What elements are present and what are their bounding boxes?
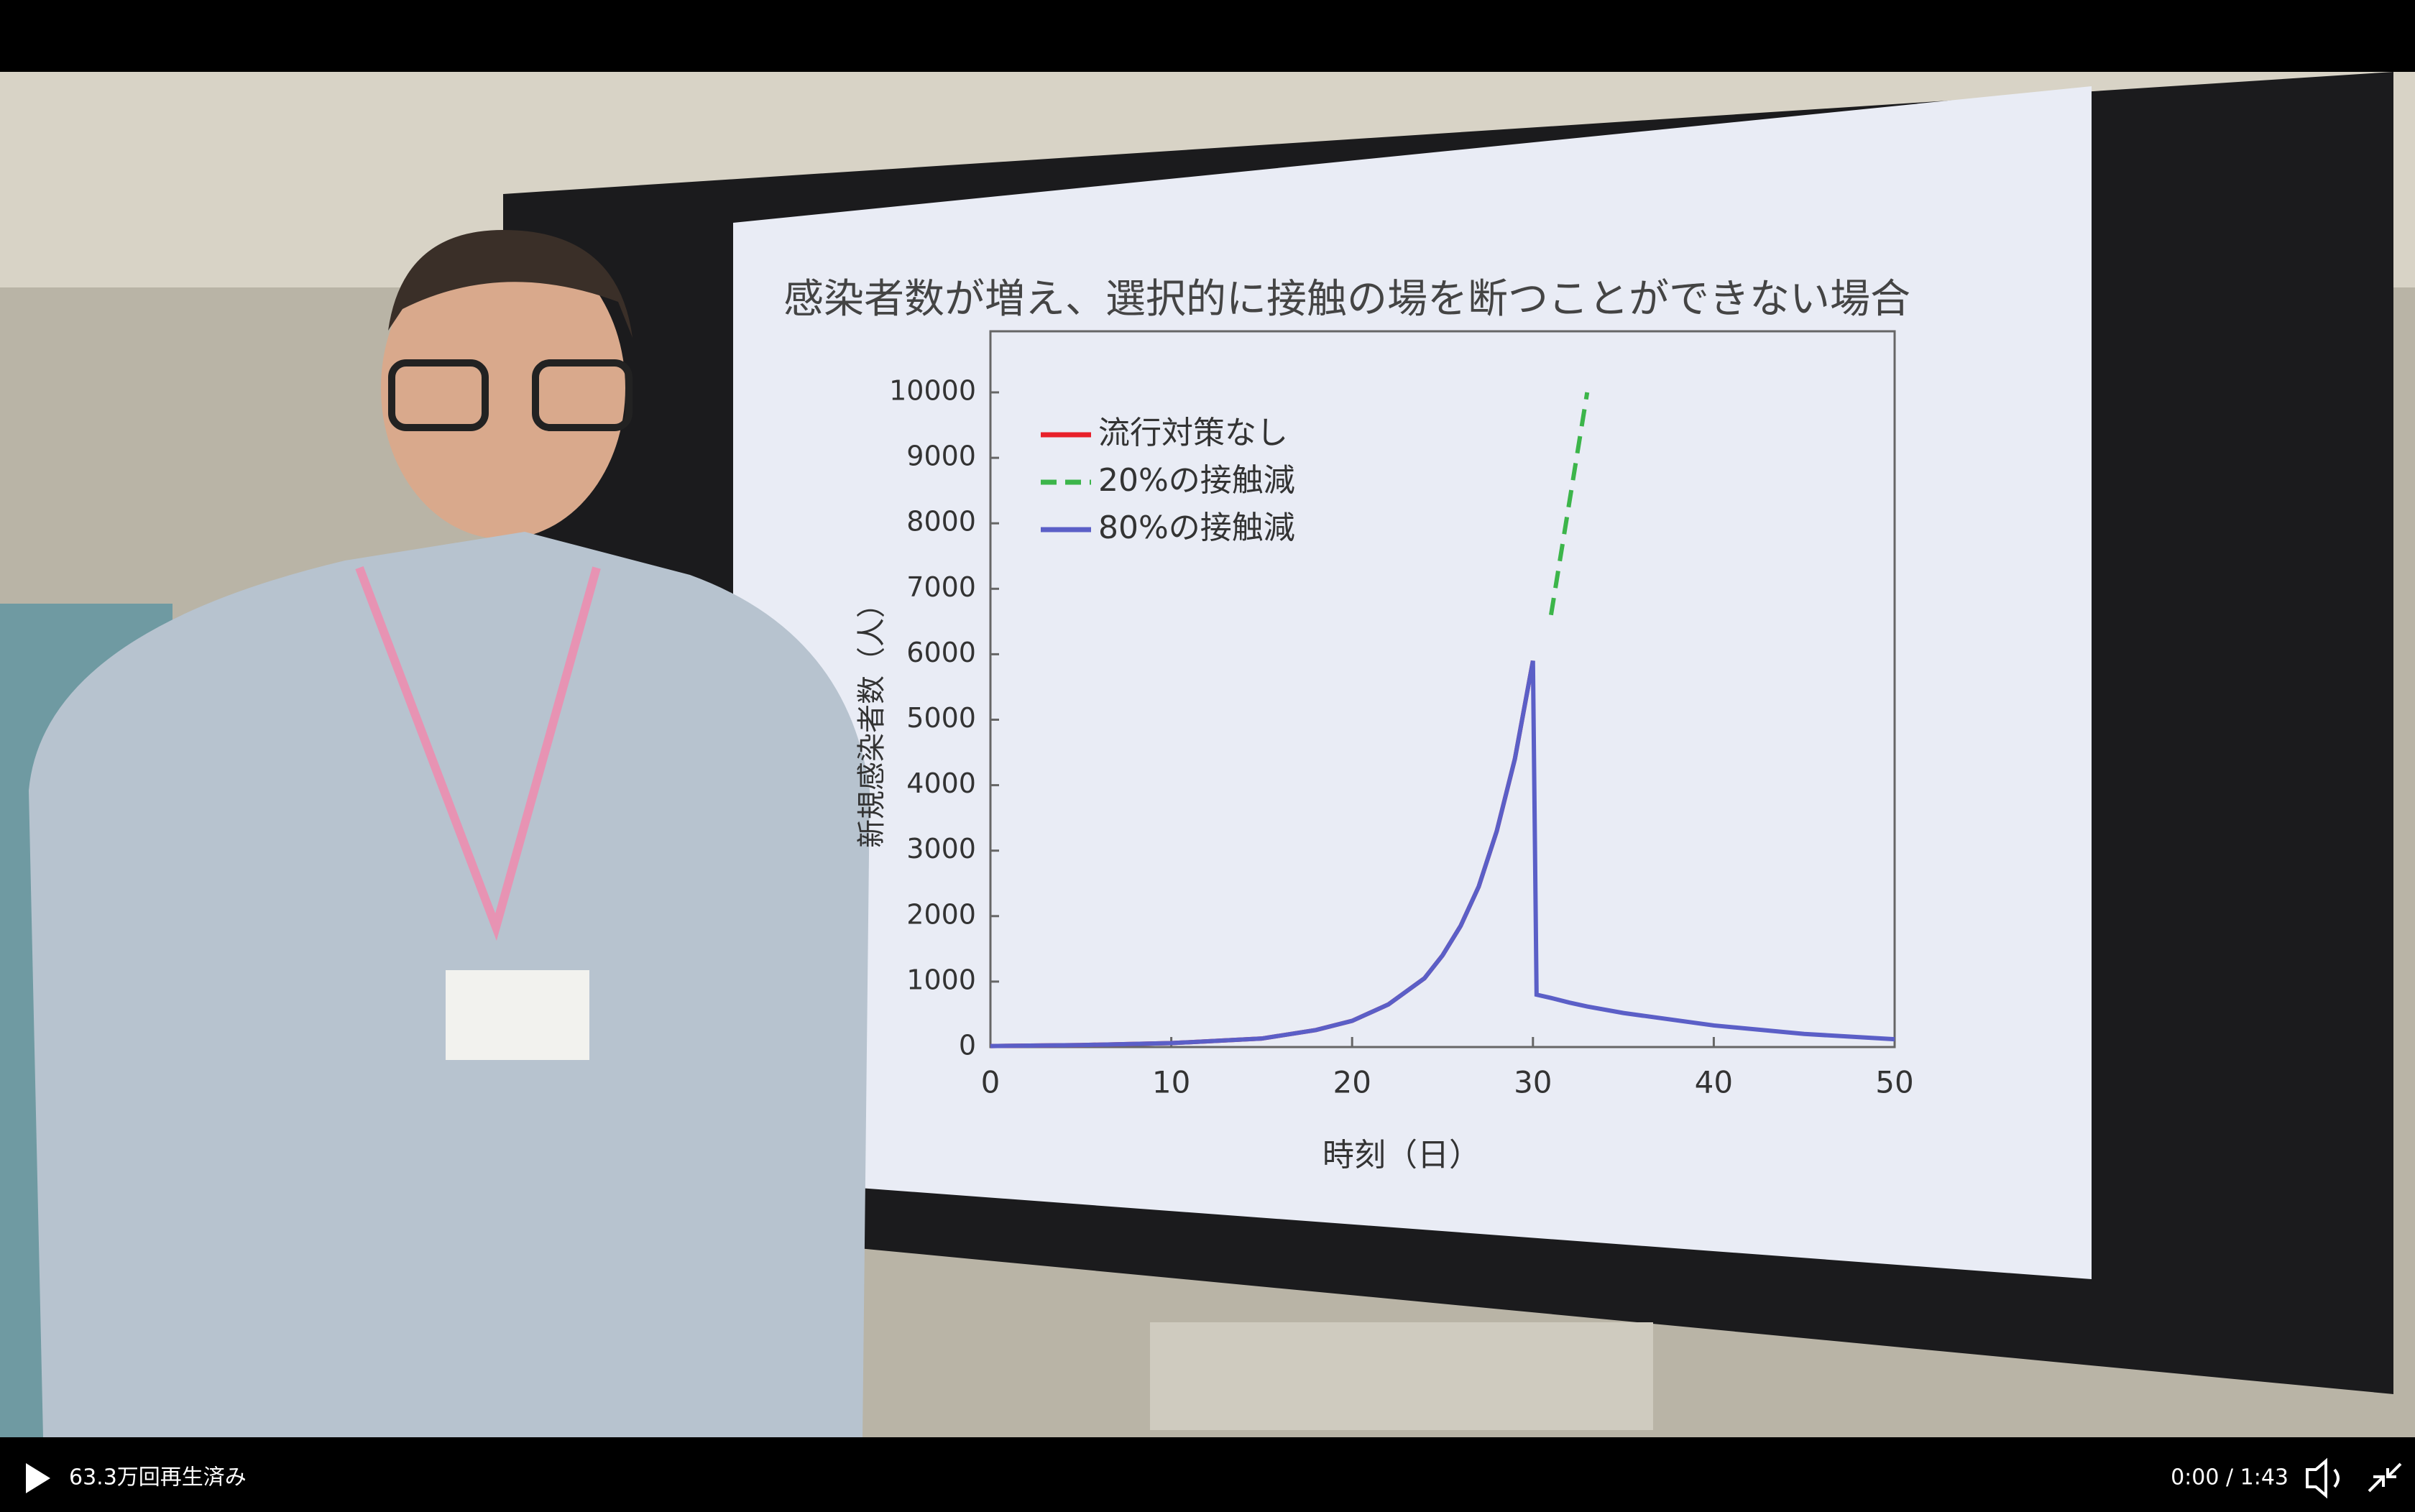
plot-frame	[989, 330, 1896, 1048]
x-tick-label: 30	[1514, 1065, 1552, 1100]
person-head	[381, 237, 625, 539]
y-tick-label: 4000	[906, 767, 976, 799]
y-tick-label: 5000	[906, 702, 976, 734]
x-tick-label: 10	[1152, 1065, 1190, 1100]
y-tick-label: 10000	[889, 375, 976, 407]
control-bar	[0, 1437, 2415, 1509]
x-tick-label: 0	[981, 1065, 1000, 1100]
exit-fullscreen-button[interactable]	[2368, 1462, 2402, 1493]
view-count: 63.3万回再生済み	[69, 1465, 247, 1490]
y-tick-label: 6000	[906, 637, 976, 668]
chart-title: 感染者数が増え、選択的に接触の場を断つことができない場合	[783, 276, 1910, 323]
volume-button[interactable]	[2306, 1457, 2340, 1499]
x-tick-label: 40	[1695, 1065, 1733, 1100]
y-tick-label: 8000	[906, 506, 976, 538]
x-tick-label: 20	[1333, 1065, 1371, 1100]
y-tick-label: 9000	[906, 441, 976, 472]
legend-label: 流行対策なし	[1098, 415, 1288, 451]
glasses	[388, 359, 489, 431]
y-tick-label: 0	[959, 1030, 976, 1061]
y-tick-label: 7000	[906, 571, 976, 603]
x-axis-label: 時刻（日）	[1322, 1137, 1481, 1174]
series-line	[990, 660, 1895, 1048]
play-button[interactable]	[26, 1463, 50, 1493]
y-tick-label: 1000	[906, 964, 976, 995]
x-tick-label: 50	[1875, 1065, 1913, 1100]
legend-label: 20%の接触減	[1098, 462, 1295, 499]
slide	[733, 86, 2092, 1279]
series-line	[1548, 392, 1590, 616]
person-hair	[388, 230, 632, 338]
monitor-stand-label	[1150, 1322, 1653, 1430]
time-display: 0:00 / 1:43	[2171, 1465, 2288, 1490]
y-axis-label: 新規感染者数（人）	[855, 589, 888, 848]
y-tick-label: 3000	[906, 833, 976, 865]
id-badge	[446, 970, 589, 1060]
y-tick-label: 2000	[906, 898, 976, 930]
lanyard	[355, 566, 601, 941]
legend-label: 80%の接触減	[1098, 510, 1295, 546]
glasses	[532, 359, 632, 431]
